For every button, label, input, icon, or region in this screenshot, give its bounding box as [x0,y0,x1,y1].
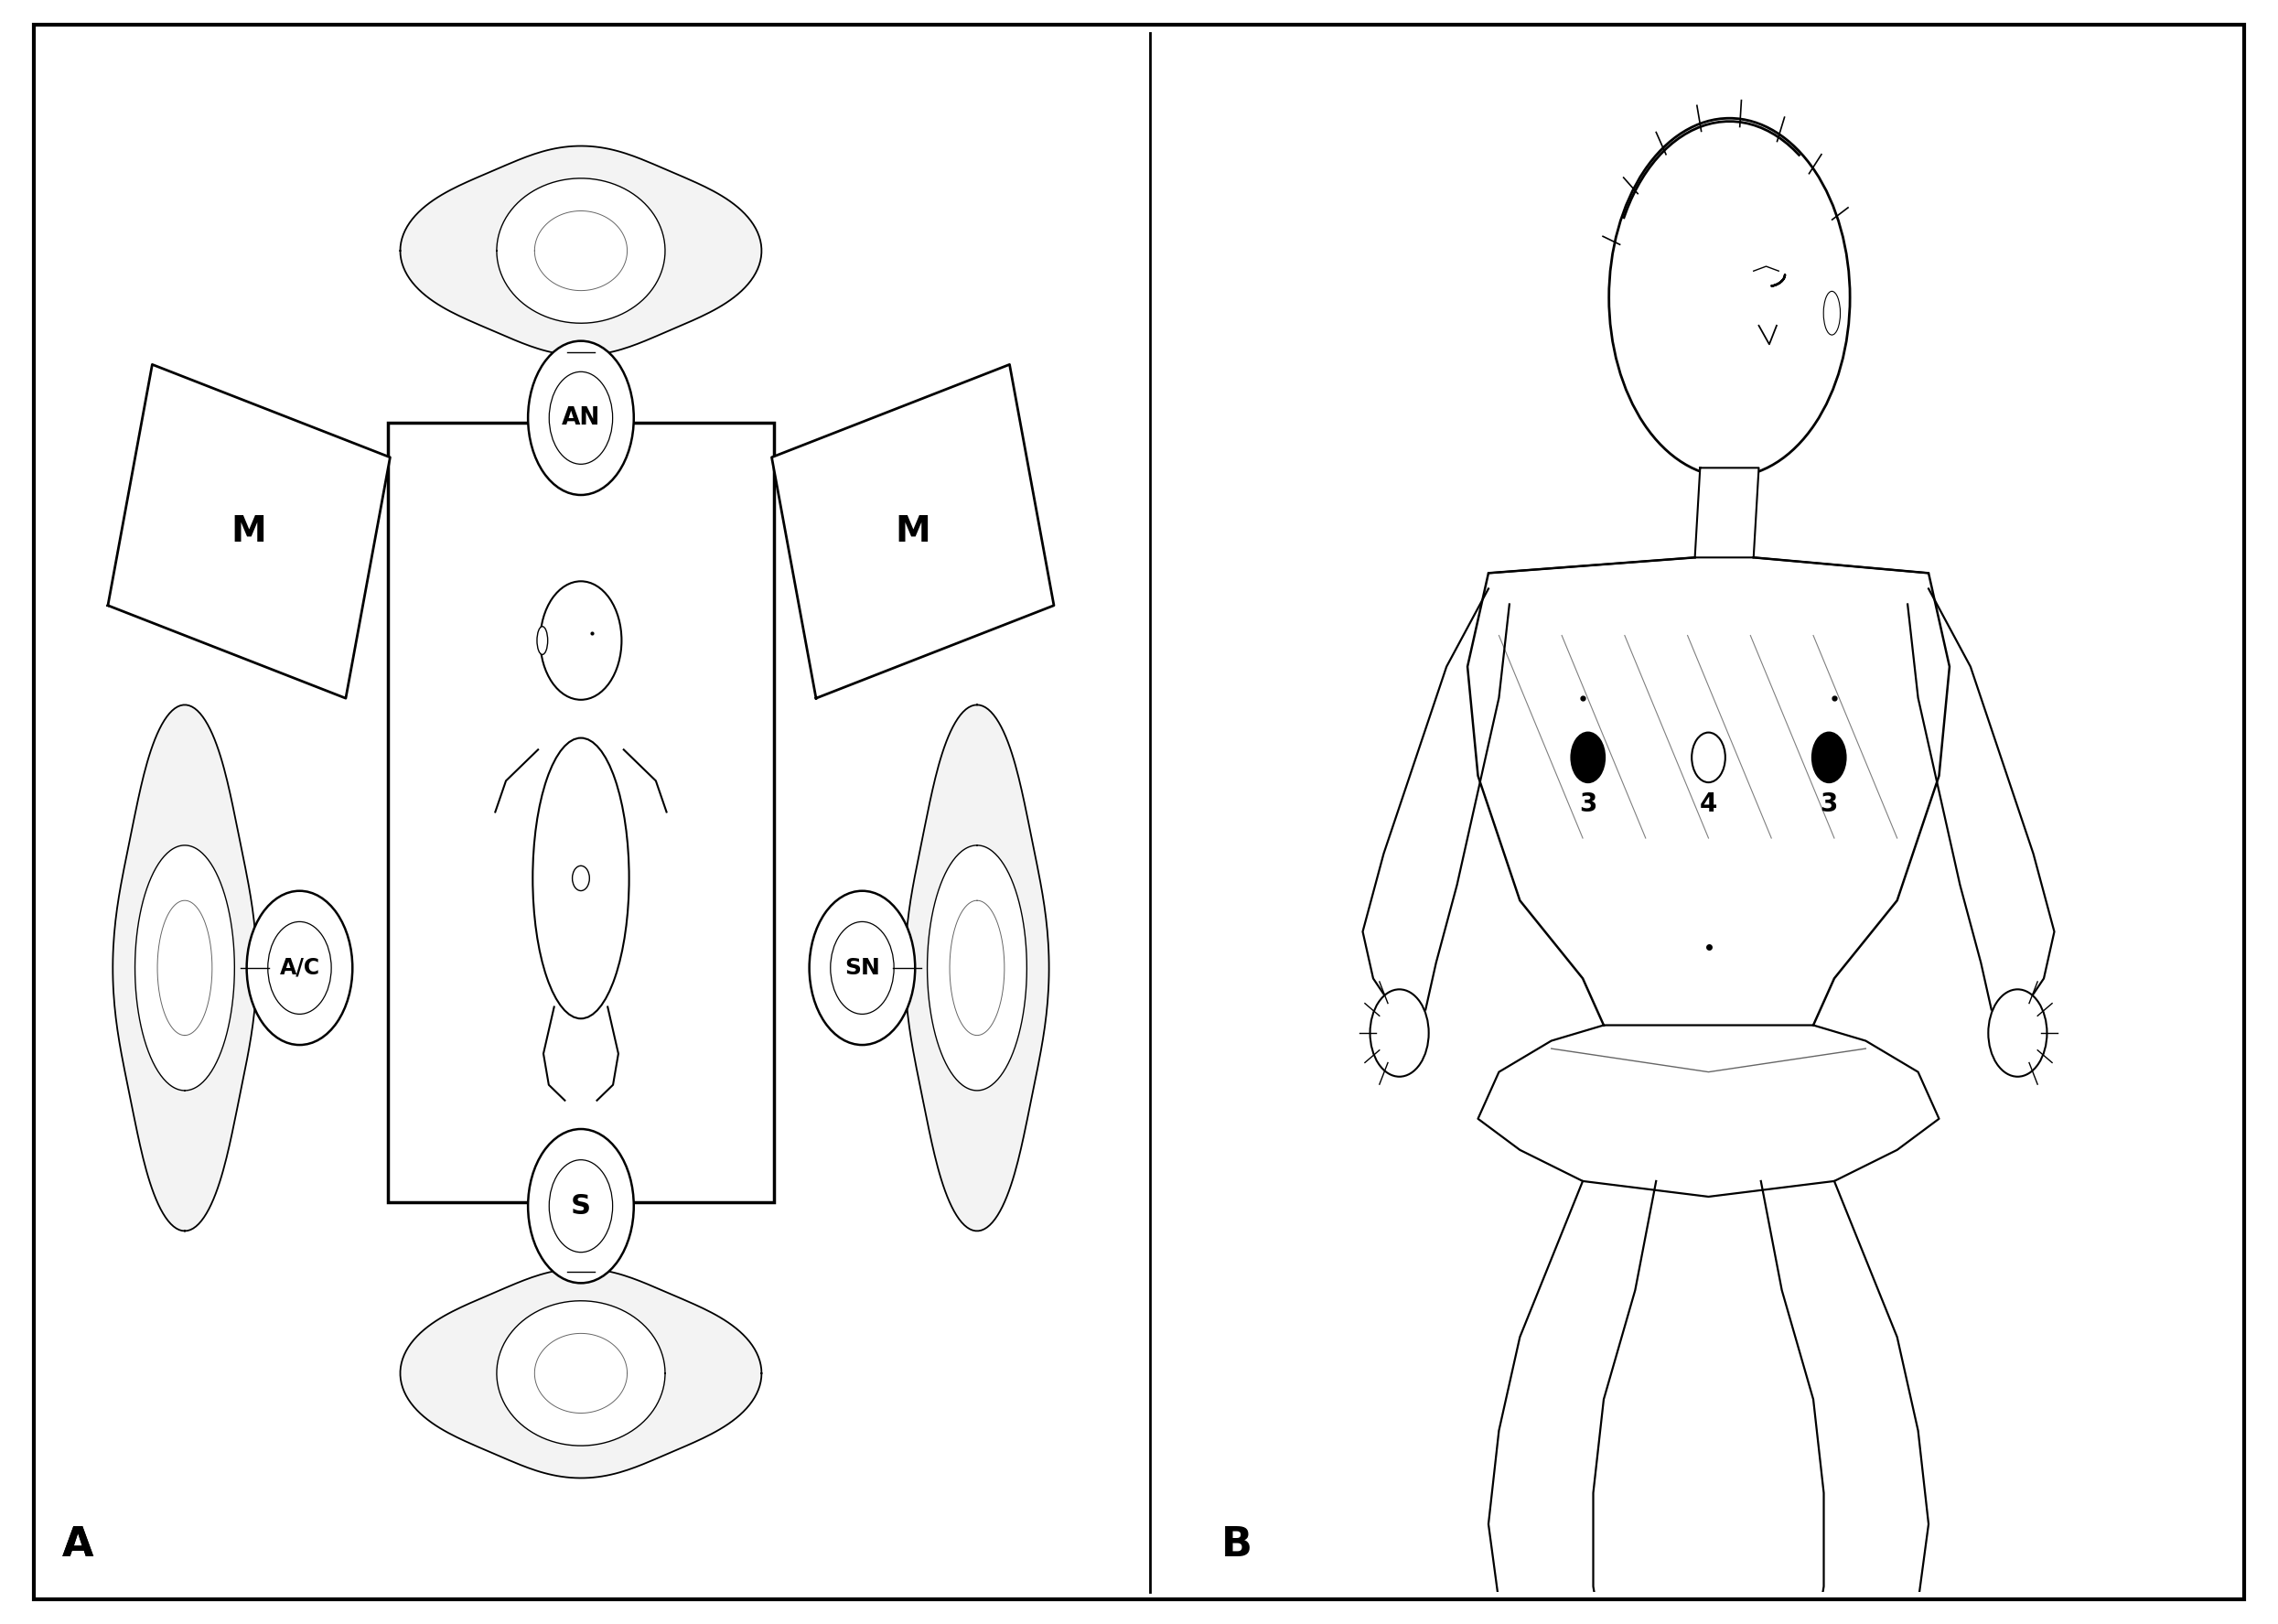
Text: B: B [1221,1525,1253,1564]
Circle shape [1813,732,1845,783]
Polygon shape [114,705,257,1231]
Circle shape [1608,119,1850,477]
Circle shape [246,892,353,1044]
Text: SN: SN [845,957,879,979]
Polygon shape [1478,1025,1939,1197]
Polygon shape [1907,588,2055,1010]
Circle shape [1369,989,1428,1077]
Text: A/C: A/C [280,957,319,979]
Polygon shape [1488,1181,1656,1624]
Ellipse shape [538,627,547,654]
Ellipse shape [533,737,629,1018]
Polygon shape [1362,588,1510,1010]
Text: 3: 3 [1820,791,1838,817]
Circle shape [540,581,622,700]
Polygon shape [1467,557,1950,1025]
Bar [387,422,775,1202]
Polygon shape [497,1301,665,1445]
Polygon shape [107,364,390,698]
Circle shape [809,892,916,1044]
Polygon shape [904,705,1048,1231]
Polygon shape [927,844,1027,1090]
Polygon shape [1695,468,1759,557]
Text: M: M [895,513,929,549]
Circle shape [1693,732,1724,783]
Polygon shape [401,146,761,356]
Text: M: M [232,513,267,549]
Polygon shape [401,1268,761,1478]
Text: AN: AN [560,406,601,430]
Circle shape [1989,989,2048,1077]
Text: A: A [62,1525,93,1564]
Text: 4: 4 [1699,791,1718,817]
Circle shape [528,1129,633,1283]
Text: 3: 3 [1579,791,1597,817]
Polygon shape [1761,1181,1929,1624]
Text: S: S [572,1192,590,1220]
Polygon shape [772,364,1055,698]
Polygon shape [497,179,665,323]
Circle shape [528,341,633,495]
Text: A: A [62,1525,93,1564]
Ellipse shape [1818,281,1847,346]
Polygon shape [134,846,235,1091]
Circle shape [1572,732,1604,783]
